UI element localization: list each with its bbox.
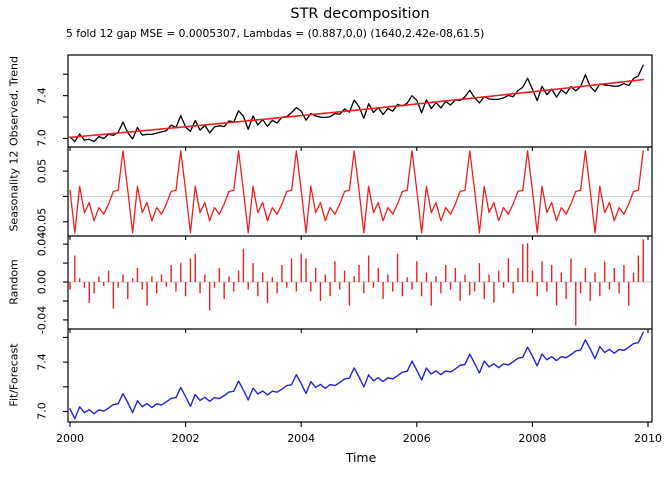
- xtick-label-2002: 2002: [171, 432, 200, 445]
- y-axis-title-random: Random: [7, 259, 21, 305]
- y-axis-title-fit-forecast: Fit/Forecast: [7, 343, 21, 407]
- y-axis-title-seasonality: Seasonality 12: [7, 150, 21, 232]
- ytick-label-p1-7_4: 7.4: [35, 87, 49, 105]
- xtick-label-2006: 2006: [402, 432, 431, 445]
- xtick-label-2004: 2004: [287, 432, 316, 445]
- xtick-label-2000: 2000: [56, 432, 84, 445]
- xtick-label-2010: 2010: [634, 432, 662, 445]
- chart-title: STR decomposition: [290, 6, 430, 22]
- ytick-label-p1-7_0: 7.0: [35, 129, 49, 147]
- y-axis-title-observed-trend: Observed, Trend: [7, 55, 21, 147]
- xtick-label-2008: 2008: [518, 432, 547, 445]
- ytick-label-p3-zero: 0.00: [35, 269, 49, 295]
- observed-line: [69, 64, 644, 143]
- fit-forecast-line: [69, 331, 644, 420]
- ytick-label-p4-7_0: 7.0: [35, 402, 49, 420]
- seasonality-line: [69, 150, 644, 234]
- ytick-label-p3-neg: -0.04: [35, 305, 49, 335]
- trend-line: [69, 78, 644, 139]
- plot-border: [67, 54, 653, 423]
- ytick-label-p2-pos: 0.05: [35, 158, 49, 184]
- ytick-label-p3-pos: 0.04: [35, 231, 49, 257]
- chart-subtitle: 5 fold 12 gap MSE = 0.0005307, Lambdas =…: [66, 27, 485, 40]
- x-axis-title: Time: [345, 450, 377, 465]
- ytick-label-p4-7_4: 7.4: [35, 353, 49, 371]
